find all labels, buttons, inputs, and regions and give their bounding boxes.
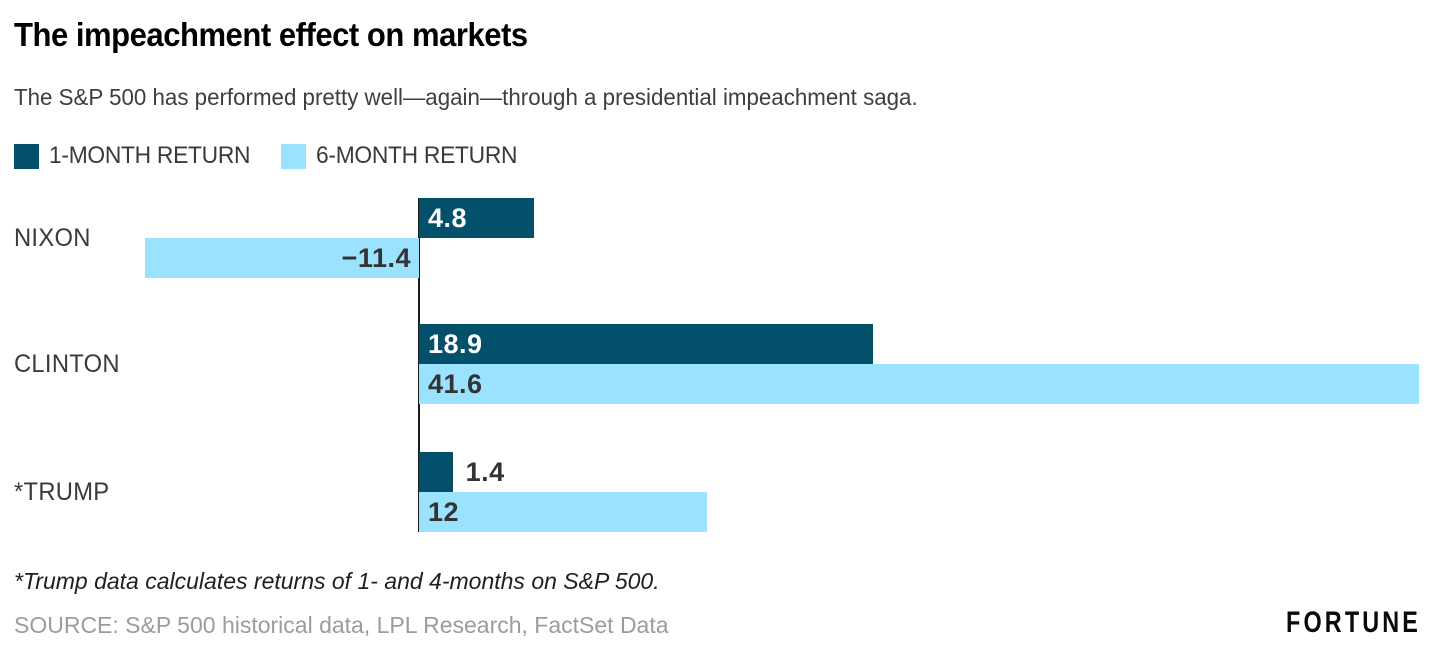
bar-nixon-1-month: 4.8 (419, 198, 535, 238)
category-label-trump: *TRUMP (14, 478, 110, 506)
bar-chart: NIXON CLINTON *TRUMP 4.8 −11.4 18.9 41.6… (0, 198, 1439, 532)
legend-label-1-month: 1-MONTH RETURN (49, 142, 251, 169)
legend-label-6-month: 6-MONTH RETURN (315, 142, 518, 169)
legend-swatch-1-month (14, 143, 39, 169)
bar-value-label: 4.8 (428, 203, 468, 233)
bar-value-label: 1.4 (465, 457, 505, 487)
category-label-nixon: NIXON (14, 224, 91, 252)
legend-item-6-month: 6-MONTH RETURN (280, 142, 528, 170)
bar-value-label: 12 (428, 497, 460, 527)
chart-subtitle: The S&P 500 has performed pretty well—ag… (14, 84, 918, 110)
page-title: The impeachment effect on markets (14, 16, 528, 53)
source-credit: SOURCE: S&P 500 historical data, LPL Res… (14, 612, 669, 638)
bar-value-label: 18.9 (428, 329, 483, 359)
bar-value-label: 41.6 (428, 369, 483, 399)
bar-clinton-1-month: 18.9 (419, 324, 874, 364)
chart-footnote: *Trump data calculates returns of 1- and… (14, 568, 660, 594)
bar-nixon-6-month: −11.4 (144, 238, 419, 278)
legend-item-1-month: 1-MONTH RETURN (14, 142, 261, 170)
bar-trump-6-month: 12 (419, 492, 708, 532)
category-label-clinton: CLINTON (14, 350, 120, 378)
bar-value-label: −11.4 (341, 243, 411, 273)
chart-legend: 1-MONTH RETURN 6-MONTH RETURN (14, 142, 528, 170)
fortune-logo: FORTUNE (1286, 606, 1421, 639)
bar-trump-1-month: 1.4 (419, 452, 504, 492)
legend-swatch-6-month (280, 143, 306, 169)
bar-clinton-6-month: 41.6 (419, 364, 1419, 404)
